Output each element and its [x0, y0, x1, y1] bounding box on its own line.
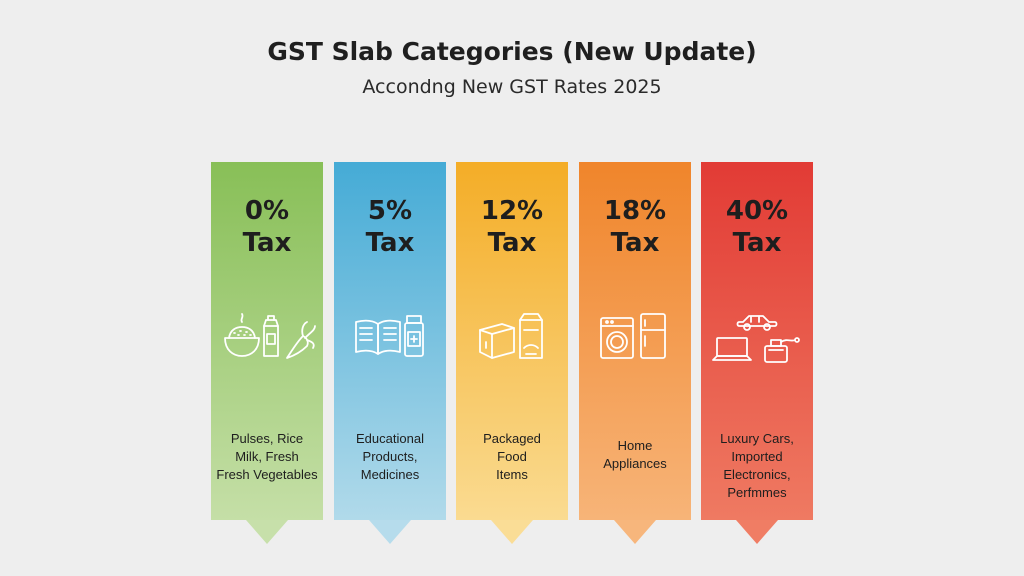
- desc-line: Home: [617, 438, 653, 453]
- slab-card-pointer: [736, 520, 778, 544]
- package-box-icon: [479, 323, 515, 359]
- desc-line: Products,: [362, 449, 418, 464]
- slab-description: Pulses, Rice Milk, Fresh Fresh Vegetable…: [211, 430, 323, 484]
- desc-line: Fresh Vegetables: [216, 467, 318, 482]
- slab-rate-label: Tax: [732, 228, 782, 258]
- slab-icons: [579, 308, 691, 368]
- slab-rate-label: Tax: [487, 228, 537, 258]
- slab-card-40-percent: 40% Tax Luxury Cars, Impo: [701, 162, 813, 544]
- slab-card-12-percent: 12% Tax Packaged Food Items: [456, 162, 568, 544]
- desc-line: Packaged: [483, 431, 541, 446]
- desc-line: Milk, Fresh: [235, 449, 299, 464]
- perfume-icon: [764, 337, 800, 363]
- desc-line: Appliances: [603, 456, 667, 471]
- page-title: GST Slab Categories (New Update): [267, 37, 757, 66]
- slab-card-background: [334, 162, 446, 520]
- slab-card-pointer: [369, 520, 411, 544]
- desc-line: Electronics,: [723, 467, 791, 482]
- slab-card-pointer: [491, 520, 533, 544]
- slab-card-18-percent: 18% Tax Home Appliances: [579, 162, 691, 544]
- desc-line: Pulses, Rice: [230, 431, 304, 446]
- radish-icon: [286, 321, 316, 359]
- slab-rate: 18% Tax: [579, 195, 691, 259]
- page-subtitle: Accondng New GST Rates 2025: [362, 76, 662, 98]
- desc-line: Educational: [356, 431, 424, 446]
- slab-card-0-percent: 0% Tax Pulses, Rice Milk, Fresh Fresh V: [211, 162, 323, 544]
- desc-line: Perfmmes: [727, 485, 787, 500]
- desc-line: Medicines: [360, 467, 420, 482]
- desc-line: Imported: [731, 449, 783, 464]
- slab-rate: 12% Tax: [456, 195, 568, 259]
- slab-card-pointer: [614, 520, 656, 544]
- refrigerator-icon: [640, 313, 666, 359]
- slab-rate-value: 0%: [244, 196, 290, 226]
- slab-rate-value: 5%: [367, 196, 413, 226]
- slab-description: Educational Products, Medicines: [334, 430, 446, 484]
- open-book-icon: [355, 319, 401, 355]
- medicine-bottle-icon: [404, 315, 424, 357]
- slab-icons: [334, 308, 446, 368]
- slab-card-5-percent: 5% Tax Educational Products, Medicines: [334, 162, 446, 544]
- laptop-icon: [712, 337, 752, 361]
- food-bag-icon: [519, 313, 543, 359]
- slab-card-background: [579, 162, 691, 520]
- slab-rate-value: 12%: [480, 196, 544, 226]
- slab-rate-label: Tax: [610, 228, 660, 258]
- slab-rate: 40% Tax: [701, 195, 813, 259]
- slab-card-background: [456, 162, 568, 520]
- rice-bowl-icon: [224, 313, 260, 357]
- slab-icons: [211, 308, 323, 368]
- slab-rate-label: Tax: [365, 228, 415, 258]
- slab-icons: [701, 308, 813, 368]
- slab-icons: [456, 308, 568, 368]
- slab-rate-label: Tax: [242, 228, 292, 258]
- milk-carton-icon: [263, 315, 279, 357]
- desc-line: Luxury Cars,: [720, 431, 794, 446]
- slab-description: Home Appliances: [579, 437, 691, 473]
- slab-rate-value: 40%: [725, 196, 789, 226]
- slab-card-pointer: [246, 520, 288, 544]
- desc-line: Items: [496, 467, 528, 482]
- slab-description: Packaged Food Items: [456, 430, 568, 484]
- slab-rate: 5% Tax: [334, 195, 446, 259]
- desc-line: Food: [497, 449, 527, 464]
- washing-machine-icon: [600, 317, 634, 359]
- slab-description: Luxury Cars, Imported Electronics, Perfm…: [701, 430, 813, 502]
- car-icon: [736, 315, 778, 331]
- slab-rate: 0% Tax: [211, 195, 323, 259]
- slab-rate-value: 18%: [603, 196, 667, 226]
